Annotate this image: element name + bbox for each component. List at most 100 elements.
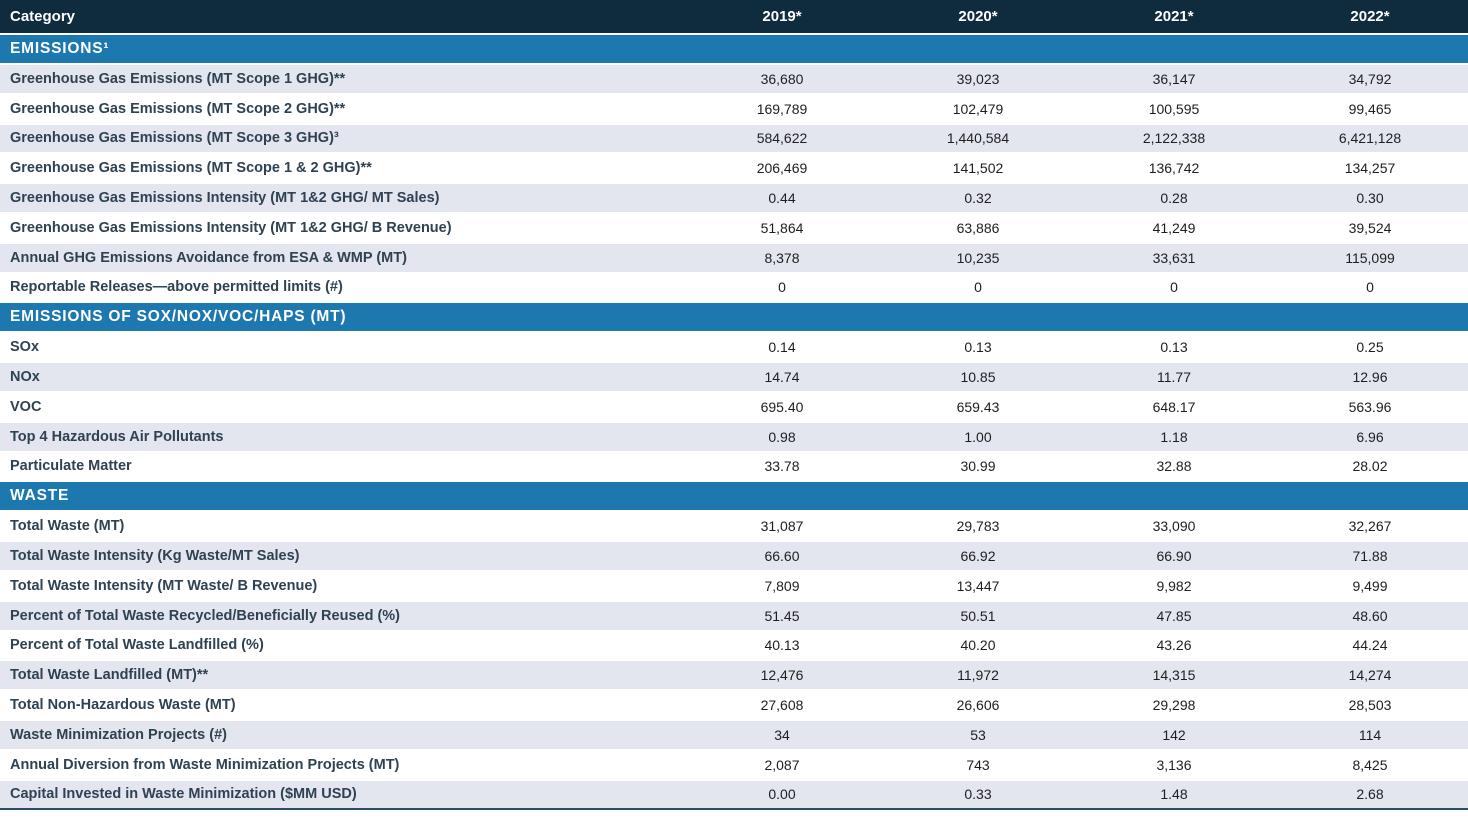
- cell-value: 26,606: [956, 697, 1000, 714]
- row-label: VOC: [10, 398, 42, 415]
- cell-value: 14.74: [764, 369, 800, 386]
- cell-value: 0.98: [768, 428, 796, 445]
- table-row: Percent of Total Waste Landfilled (%) 40…: [0, 629, 1468, 660]
- cell-value: 6,421,128: [1338, 130, 1402, 147]
- cell-value: 10.85: [960, 369, 996, 386]
- cell-value: 648.17: [1152, 398, 1196, 415]
- cell-value: 36,680: [760, 70, 804, 87]
- table-row: Greenhouse Gas Emissions (MT Scope 1 & 2…: [0, 152, 1468, 183]
- cell-value: 115,099: [1345, 249, 1395, 266]
- cell-value: 8,378: [764, 249, 800, 266]
- cell-value: 34,792: [1348, 70, 1392, 87]
- cell-value: 43.26: [1156, 637, 1192, 654]
- table-row: Top 4 Hazardous Air Pollutants 0.98 1.00…: [0, 420, 1468, 451]
- cell-value: 141,502: [952, 160, 1004, 177]
- cell-value: 66.92: [960, 548, 996, 565]
- cell-value: 0.30: [1356, 190, 1384, 207]
- cell-value: 100,595: [1148, 100, 1200, 117]
- table-row: Greenhouse Gas Emissions Intensity (MT 1…: [0, 211, 1468, 242]
- cell-value: 2,122,338: [1142, 130, 1206, 147]
- section-header-emissions: EMISSIONS¹: [0, 33, 1468, 63]
- row-label: Total Waste Landfilled (MT)**: [10, 667, 209, 684]
- cell-value: 6.96: [1356, 428, 1384, 445]
- cell-value: 51.45: [764, 607, 800, 624]
- section-title: WASTE: [10, 487, 70, 505]
- cell-value: 0.33: [964, 786, 992, 803]
- table-row: Reportable Releases—above permitted limi…: [0, 271, 1468, 302]
- cell-value: 9,499: [1352, 577, 1388, 594]
- table-row: Total Waste Landfilled (MT)** 12,476 11,…: [0, 659, 1468, 690]
- cell-value: 13,447: [956, 577, 1000, 594]
- cell-value: 563.96: [1348, 398, 1392, 415]
- table-row: SOx 0.14 0.13 0.13 0.25: [0, 331, 1468, 362]
- row-label: Total Non-Hazardous Waste (MT): [10, 697, 236, 714]
- cell-value: 1.48: [1160, 786, 1188, 803]
- table-row: Waste Minimization Projects (#) 34 53 14…: [0, 718, 1468, 749]
- cell-value: 39,023: [956, 70, 1000, 87]
- section-header-waste: WASTE: [0, 480, 1468, 511]
- cell-value: 7,809: [764, 577, 800, 594]
- row-label: Greenhouse Gas Emissions Intensity (MT 1…: [10, 219, 452, 236]
- cell-value: 0.00: [768, 786, 796, 803]
- row-label: Waste Minimization Projects (#): [10, 726, 227, 743]
- cell-value: 32.88: [1156, 458, 1192, 475]
- cell-value: 29,783: [956, 518, 1000, 535]
- cell-value: 11,972: [957, 667, 999, 684]
- column-header-2020: 2020*: [958, 8, 998, 25]
- table-row: Greenhouse Gas Emissions (MT Scope 3 GHG…: [0, 122, 1468, 153]
- table-row: Annual Diversion from Waste Minimization…: [0, 748, 1468, 779]
- row-label: Capital Invested in Waste Minimization (…: [10, 786, 357, 803]
- cell-value: 31,087: [760, 518, 804, 535]
- cell-value: 33.78: [764, 458, 800, 475]
- cell-value: 206,469: [756, 160, 808, 177]
- cell-value: 0.44: [768, 190, 796, 207]
- cell-value: 30.99: [960, 458, 996, 475]
- cell-value: 12,476: [760, 667, 804, 684]
- cell-value: 44.24: [1352, 637, 1388, 654]
- cell-value: 36,147: [1152, 70, 1196, 87]
- row-label: Greenhouse Gas Emissions (MT Scope 1 GHG…: [10, 70, 346, 87]
- cell-value: 14,274: [1348, 667, 1392, 684]
- table-row: Capital Invested in Waste Minimization (…: [0, 778, 1468, 809]
- cell-value: 0: [778, 279, 786, 296]
- cell-value: 114: [1358, 726, 1382, 743]
- cell-value: 27,608: [760, 697, 804, 714]
- row-label: Greenhouse Gas Emissions (MT Scope 3 GHG…: [10, 130, 339, 147]
- cell-value: 66.90: [1156, 548, 1192, 565]
- cell-value: 11.77: [1157, 369, 1191, 386]
- row-label: Particulate Matter: [10, 458, 132, 475]
- cell-value: 32,267: [1348, 518, 1392, 535]
- cell-value: 99,465: [1348, 100, 1392, 117]
- cell-value: 63,886: [956, 219, 1000, 236]
- cell-value: 41,249: [1152, 219, 1196, 236]
- cell-value: 0.25: [1356, 339, 1384, 356]
- table-row: Total Waste Intensity (MT Waste/ B Reven…: [0, 569, 1468, 600]
- cell-value: 136,742: [1148, 160, 1200, 177]
- table-bottom-rule: [0, 808, 1468, 811]
- cell-value: 14,315: [1152, 667, 1196, 684]
- cell-value: 1.00: [964, 428, 992, 445]
- row-label: Total Waste (MT): [10, 518, 125, 535]
- row-label: Annual Diversion from Waste Minimization…: [10, 756, 400, 773]
- cell-value: 0.13: [1160, 339, 1188, 356]
- cell-value: 142: [1162, 726, 1186, 743]
- section-title: EMISSIONS¹: [10, 40, 110, 57]
- row-label: Top 4 Hazardous Air Pollutants: [10, 428, 224, 445]
- cell-value: 28.02: [1352, 458, 1388, 475]
- cell-value: 34: [774, 726, 790, 743]
- cell-value: 102,479: [952, 100, 1004, 117]
- cell-value: 0.13: [964, 339, 992, 356]
- section-header-sox-nox-voc-haps: EMISSIONS OF SOX/NOX/VOC/HAPS (MT): [0, 301, 1468, 332]
- table-header-row: Category 2019* 2020* 2021* 2022*: [0, 0, 1468, 33]
- cell-value: 12.96: [1352, 369, 1388, 386]
- row-label: Greenhouse Gas Emissions Intensity (MT 1…: [10, 190, 440, 207]
- cell-value: 66.60: [764, 548, 800, 565]
- table-row: VOC 695.40 659.43 648.17 563.96: [0, 390, 1468, 421]
- cell-value: 169,789: [756, 100, 808, 117]
- cell-value: 134,257: [1344, 160, 1396, 177]
- table-row: Greenhouse Gas Emissions Intensity (MT 1…: [0, 182, 1468, 212]
- row-label: SOx: [10, 339, 40, 356]
- cell-value: 743: [966, 756, 990, 773]
- cell-value: 1.18: [1160, 428, 1188, 445]
